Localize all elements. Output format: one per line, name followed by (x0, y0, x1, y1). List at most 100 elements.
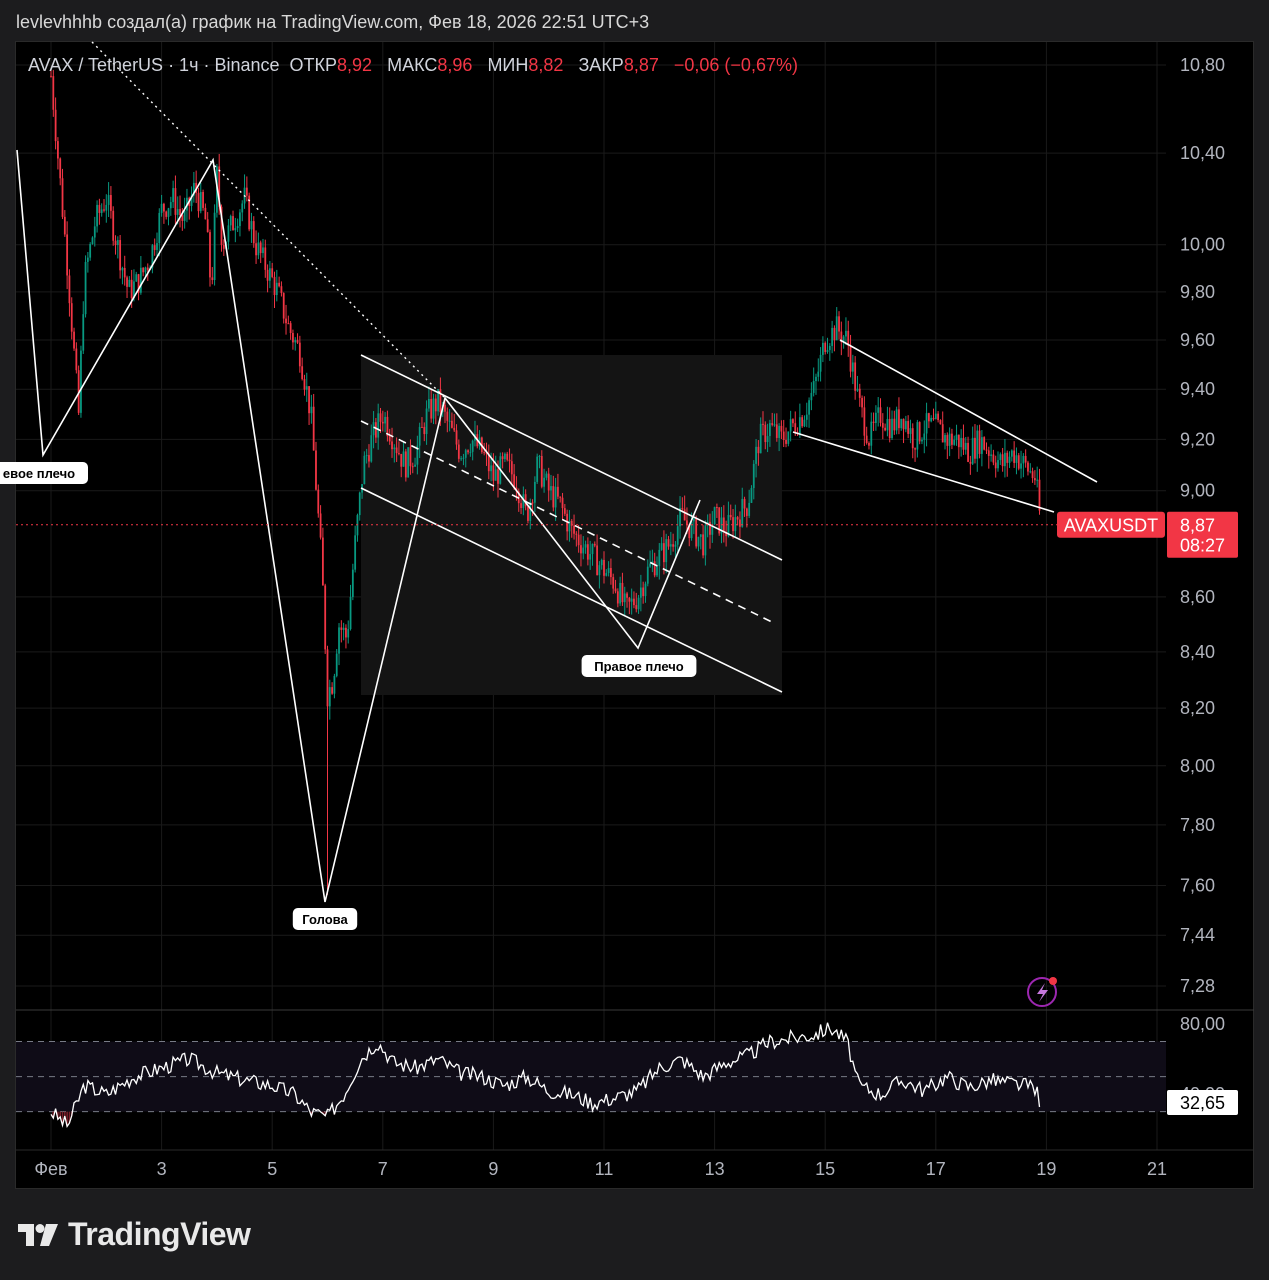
candle-body (54, 109, 57, 142)
candle-body (663, 543, 665, 563)
candle-body (752, 463, 755, 489)
candle-body (268, 268, 271, 281)
candle-body (983, 437, 986, 450)
candle-body (930, 417, 933, 422)
price-axis-label: 8,40 (1180, 642, 1215, 662)
candle-body (351, 569, 354, 597)
candle-body (808, 400, 810, 415)
candle-body (301, 366, 304, 380)
candle-body (282, 293, 285, 319)
time-axis-label: 11 (595, 1159, 614, 1179)
price-axis-label: 10,40 (1180, 143, 1225, 163)
candle-body (992, 454, 995, 463)
candle-body (66, 234, 69, 276)
candle-body (75, 348, 78, 371)
candle-body (68, 275, 71, 304)
tradingview-logo-icon (18, 1223, 58, 1246)
candle-body (644, 583, 647, 597)
candle-body (863, 407, 866, 436)
candle-body (969, 461, 972, 464)
candle-body (135, 274, 138, 282)
candle-body (582, 547, 585, 554)
candle-body (990, 454, 992, 456)
candle-body (603, 559, 605, 576)
candle-body (312, 406, 315, 451)
candle-body (679, 507, 681, 527)
candle-body (206, 219, 209, 233)
candle-body (819, 354, 822, 372)
candle-body (1006, 452, 1009, 463)
candle-body (163, 203, 165, 212)
candle-body (907, 421, 910, 434)
candle-body (63, 216, 66, 235)
candle-body (688, 524, 691, 539)
candle-body (239, 212, 241, 227)
candle-body (686, 520, 688, 525)
candle-body (909, 428, 912, 434)
candle-body (658, 549, 661, 567)
time-axis-label: 21 (1147, 1159, 1167, 1179)
candle-body (762, 423, 764, 425)
candle-body (716, 507, 718, 509)
candle-body (616, 591, 619, 604)
candle-body (183, 210, 186, 221)
candle-body (446, 411, 449, 421)
candle-body (144, 267, 147, 273)
candle-body (331, 687, 334, 694)
candle-body (407, 447, 410, 478)
candle-body (245, 187, 248, 196)
candle-body (831, 327, 834, 346)
candle-body (520, 503, 522, 508)
candle-body (467, 450, 469, 453)
candle-body (497, 469, 499, 484)
time-axis-label: 5 (267, 1159, 277, 1179)
candle-body (176, 209, 179, 215)
candle-body (354, 535, 357, 570)
candle-body (842, 336, 845, 343)
candle-body (987, 450, 990, 456)
candle-body (557, 486, 559, 497)
candle-body (257, 242, 260, 256)
candle-body (639, 587, 642, 598)
wedge-lower-line (792, 431, 1055, 513)
candle-body (259, 242, 262, 254)
candle-body (962, 437, 965, 450)
candle-body (356, 515, 359, 536)
candle-body (778, 425, 781, 438)
candle-body (559, 496, 562, 498)
tradingview-logo[interactable]: TradingView (18, 1216, 251, 1253)
candle-body (388, 436, 391, 442)
candle-body (745, 508, 748, 516)
candle-body (605, 573, 608, 576)
candle-body (501, 456, 504, 460)
candle-body (840, 331, 843, 343)
candle-body (298, 342, 301, 367)
candle-body (690, 521, 693, 539)
candle-body (748, 502, 751, 516)
candle-body (994, 462, 997, 469)
candle-body (711, 524, 714, 535)
candle-body (139, 267, 142, 293)
candle-body (262, 247, 264, 254)
candle-body (80, 350, 82, 413)
candle-body (750, 488, 753, 503)
candle-body (732, 517, 734, 532)
candle-body (858, 388, 861, 398)
candle-body (285, 318, 287, 324)
candle-body (289, 323, 292, 334)
candle-body (939, 420, 942, 425)
candle-body (227, 225, 230, 242)
candle-body (980, 437, 983, 454)
candle-body (967, 442, 969, 462)
candle-body (1010, 450, 1013, 457)
candle-body (886, 418, 889, 431)
candle-body (427, 399, 430, 409)
candle-body (165, 211, 168, 217)
candle-body (1017, 455, 1020, 469)
candle-body (89, 244, 92, 258)
candle-body (759, 423, 762, 454)
candle-body (1001, 454, 1004, 467)
candle-body (384, 416, 387, 424)
candle-body (1020, 463, 1022, 469)
